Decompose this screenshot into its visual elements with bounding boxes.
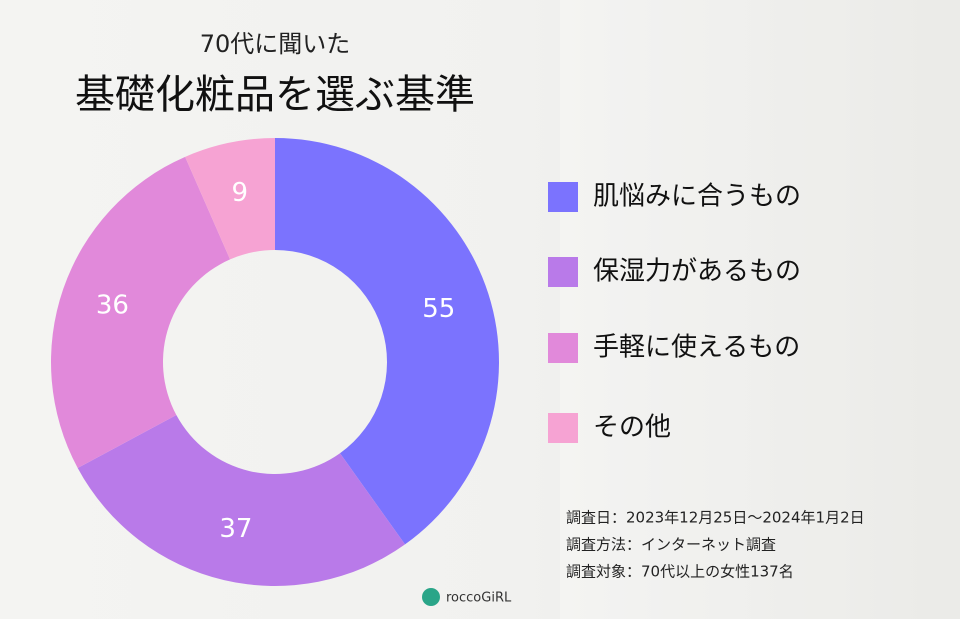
legend-swatch (548, 333, 578, 363)
donut-segment (185, 138, 275, 260)
chart-subtitle: 70代に聞いた (200, 30, 351, 58)
data-label: 36 (96, 290, 129, 320)
brand-name: roccoGiRL (446, 591, 512, 606)
note: 調査方法：インターネット調査 (566, 536, 776, 554)
brand-logo (422, 588, 440, 606)
legend-swatch (548, 257, 578, 287)
note: 調査対象：70代以上の女性137名 (566, 563, 794, 581)
donut-segment (50, 156, 231, 469)
legend-label: その他 (593, 413, 671, 443)
legend-label: 手軽に使えるもの (593, 333, 800, 363)
data-label: 55 (422, 294, 455, 324)
data-label: 9 (231, 178, 248, 208)
notes: 調査日：2023年12月25日〜2024年1月2日調査方法：インターネット調査調… (566, 509, 865, 581)
legend-swatch (548, 182, 578, 212)
legend-swatch (548, 413, 578, 443)
backdrop-photo (560, 0, 960, 619)
donut-segment (275, 138, 500, 545)
legend-label: 保湿力があるもの (593, 257, 801, 287)
data-label: 37 (219, 514, 252, 544)
chart-title: 基礎化粧品を選ぶ基準 (75, 72, 475, 118)
legend-label: 肌悩みに合うもの (593, 182, 801, 212)
donut-segment (77, 415, 405, 586)
note: 調査日：2023年12月25日〜2024年1月2日 (566, 509, 865, 527)
